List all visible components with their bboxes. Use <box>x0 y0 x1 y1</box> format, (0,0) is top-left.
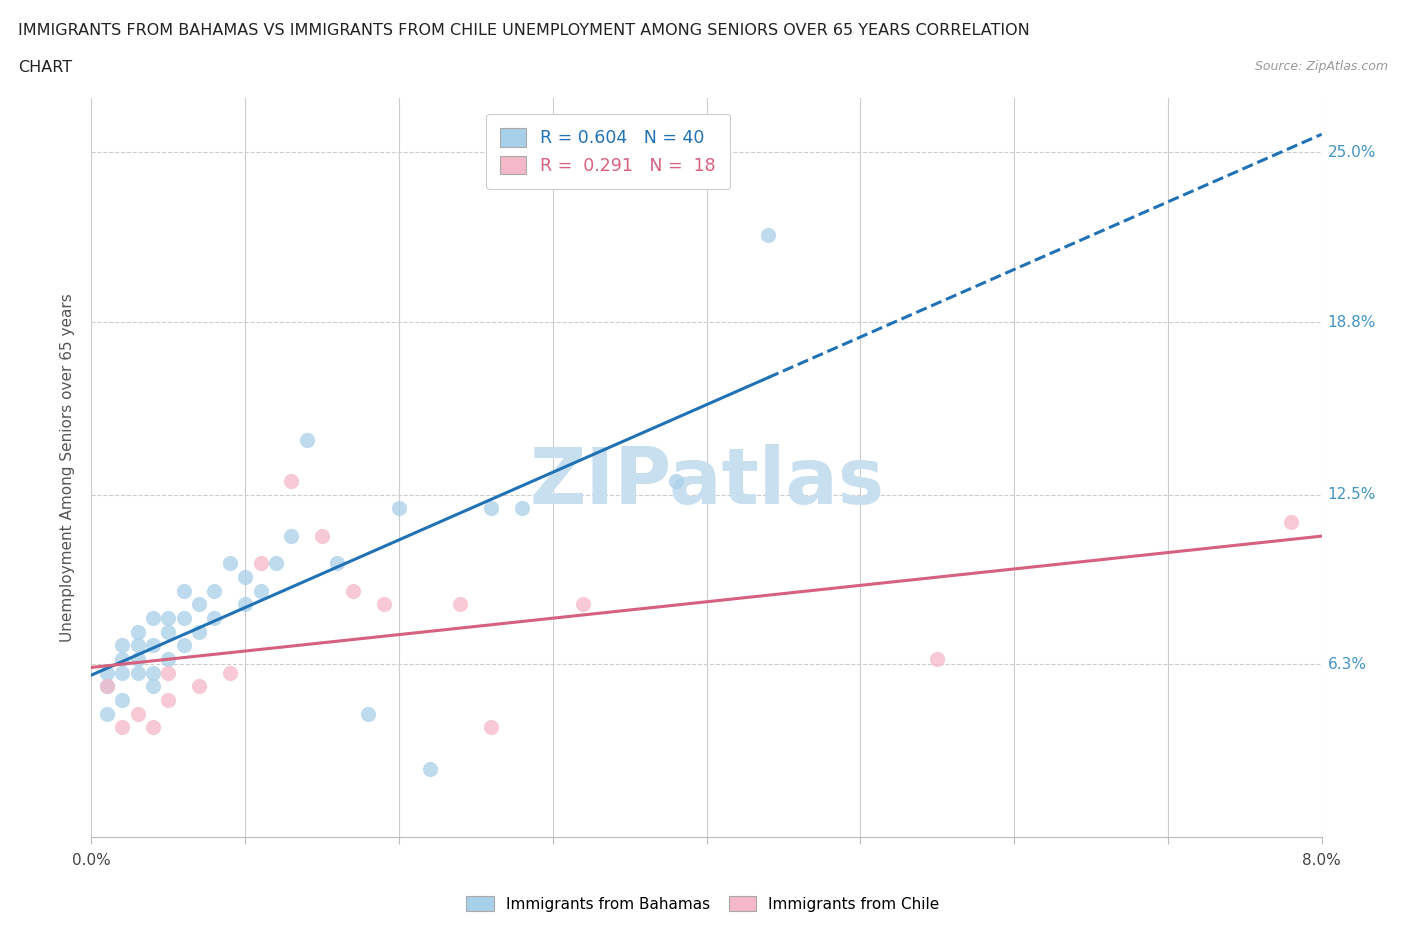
Point <box>280 473 302 488</box>
Point <box>142 679 165 694</box>
Text: 0.0%: 0.0% <box>72 853 111 869</box>
Point <box>96 679 118 694</box>
Point <box>249 556 271 571</box>
Point <box>927 652 949 667</box>
Point <box>142 638 165 653</box>
Point <box>142 720 165 735</box>
Point <box>111 720 134 735</box>
Point <box>264 556 287 571</box>
Point <box>173 638 195 653</box>
Point <box>173 583 195 598</box>
Point <box>157 610 180 625</box>
Point <box>233 597 256 612</box>
Point <box>157 624 180 639</box>
Point <box>388 501 411 516</box>
Point <box>157 665 180 680</box>
Text: IMMIGRANTS FROM BAHAMAS VS IMMIGRANTS FROM CHILE UNEMPLOYMENT AMONG SENIORS OVER: IMMIGRANTS FROM BAHAMAS VS IMMIGRANTS FR… <box>18 23 1031 38</box>
Point <box>111 665 134 680</box>
Point <box>127 707 149 722</box>
Point <box>96 707 118 722</box>
Point <box>479 720 502 735</box>
Point <box>510 501 533 516</box>
Point <box>173 610 195 625</box>
Point <box>218 665 240 680</box>
Point <box>756 227 779 242</box>
Point <box>1279 514 1302 529</box>
Point <box>142 665 165 680</box>
Point <box>373 597 395 612</box>
Text: 8.0%: 8.0% <box>1302 853 1341 869</box>
Text: 25.0%: 25.0% <box>1327 145 1376 160</box>
Point <box>249 583 271 598</box>
Point <box>233 569 256 584</box>
Text: 6.3%: 6.3% <box>1327 657 1367 672</box>
Point <box>419 761 441 776</box>
Point <box>280 528 302 543</box>
Point <box>188 597 211 612</box>
Point <box>127 638 149 653</box>
Point <box>479 501 502 516</box>
Point <box>127 652 149 667</box>
Point <box>188 679 211 694</box>
Point <box>111 638 134 653</box>
Legend: R = 0.604   N = 40, R =  0.291   N =  18: R = 0.604 N = 40, R = 0.291 N = 18 <box>486 113 730 189</box>
Point <box>157 652 180 667</box>
Point <box>218 556 240 571</box>
Point <box>572 597 595 612</box>
Point <box>111 652 134 667</box>
Text: 12.5%: 12.5% <box>1327 487 1376 502</box>
Point <box>188 624 211 639</box>
Point <box>665 473 688 488</box>
Text: ZIPatlas: ZIPatlas <box>529 445 884 520</box>
Point <box>96 679 118 694</box>
Text: 18.8%: 18.8% <box>1327 314 1376 330</box>
Point <box>202 583 225 598</box>
Point <box>326 556 349 571</box>
Legend: Immigrants from Bahamas, Immigrants from Chile: Immigrants from Bahamas, Immigrants from… <box>460 889 946 918</box>
Point <box>96 665 118 680</box>
Point <box>357 707 380 722</box>
Point <box>342 583 364 598</box>
Point <box>127 624 149 639</box>
Point <box>157 693 180 708</box>
Point <box>111 693 134 708</box>
Point <box>127 665 149 680</box>
Y-axis label: Unemployment Among Seniors over 65 years: Unemployment Among Seniors over 65 years <box>60 293 76 642</box>
Text: CHART: CHART <box>18 60 72 75</box>
Point <box>311 528 333 543</box>
Point <box>449 597 471 612</box>
Point <box>142 610 165 625</box>
Point <box>295 432 318 447</box>
Text: Source: ZipAtlas.com: Source: ZipAtlas.com <box>1254 60 1388 73</box>
Point <box>202 610 225 625</box>
